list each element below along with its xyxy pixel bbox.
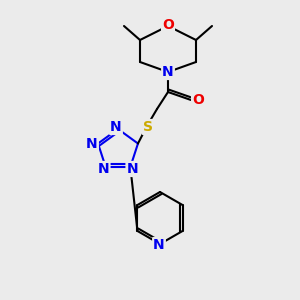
Text: N: N bbox=[98, 162, 109, 176]
Text: N: N bbox=[153, 238, 165, 252]
Text: O: O bbox=[162, 18, 174, 32]
Text: O: O bbox=[192, 93, 204, 107]
Text: N: N bbox=[127, 162, 138, 176]
Text: N: N bbox=[162, 65, 174, 79]
Text: N: N bbox=[86, 136, 98, 151]
Text: N: N bbox=[110, 120, 122, 134]
Text: S: S bbox=[143, 120, 153, 134]
